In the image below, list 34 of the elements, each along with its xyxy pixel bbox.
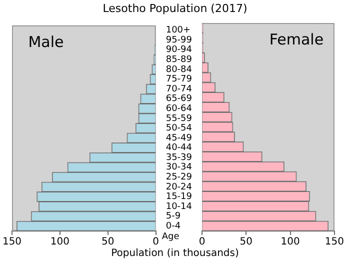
x-tick-label: 150 [324, 236, 344, 248]
y-axis-title: Age [162, 232, 180, 242]
y-tick-label: 10-14 [166, 202, 192, 212]
x-tick-label: 0 [198, 236, 206, 248]
y-tick-label: 20-24 [166, 182, 192, 192]
x-tick-label: 0 [152, 236, 160, 248]
y-tick-label: 45-49 [166, 133, 192, 144]
y-tick-label: 80-84 [166, 64, 192, 75]
y-tick-label: 55-59 [166, 114, 192, 124]
y-tick-label: 40-44 [166, 143, 192, 154]
y-tick-label: 65-69 [166, 94, 192, 104]
y-tick-label: 0-4 [166, 221, 181, 232]
y-tick-label: 90-94 [166, 45, 192, 56]
x-tick-label: 50 [102, 236, 114, 248]
text: Male [28, 32, 64, 51]
y-tick-label: 75-79 [166, 74, 192, 85]
y-tick-label: 35-39 [166, 152, 192, 163]
y-tick-label: 25-29 [166, 172, 192, 182]
x-tick-label: 150 [2, 236, 22, 248]
x-axis-title: Population (in thousands) [110, 248, 240, 259]
text: Female [269, 30, 324, 48]
x-tick-label: 100 [280, 236, 300, 248]
chart-title: Lesotho Population (2017) [102, 2, 248, 15]
y-tick-label: 30-34 [166, 162, 192, 173]
y-tick-label: 85-89 [166, 55, 192, 66]
y-tick-label: 70-74 [166, 84, 192, 94]
y-tick-label: 50-54 [166, 124, 192, 134]
y-tick-label: 95-99 [166, 35, 192, 46]
x-tick-label: 50 [240, 236, 253, 248]
y-tick-label: 15-19 [166, 192, 192, 202]
y-tick-label: 100+ [166, 26, 191, 36]
y-tick-label: 60-64 [166, 104, 192, 114]
x-tick-label: 100 [50, 236, 70, 248]
y-tick-label: 5-9 [166, 212, 181, 222]
